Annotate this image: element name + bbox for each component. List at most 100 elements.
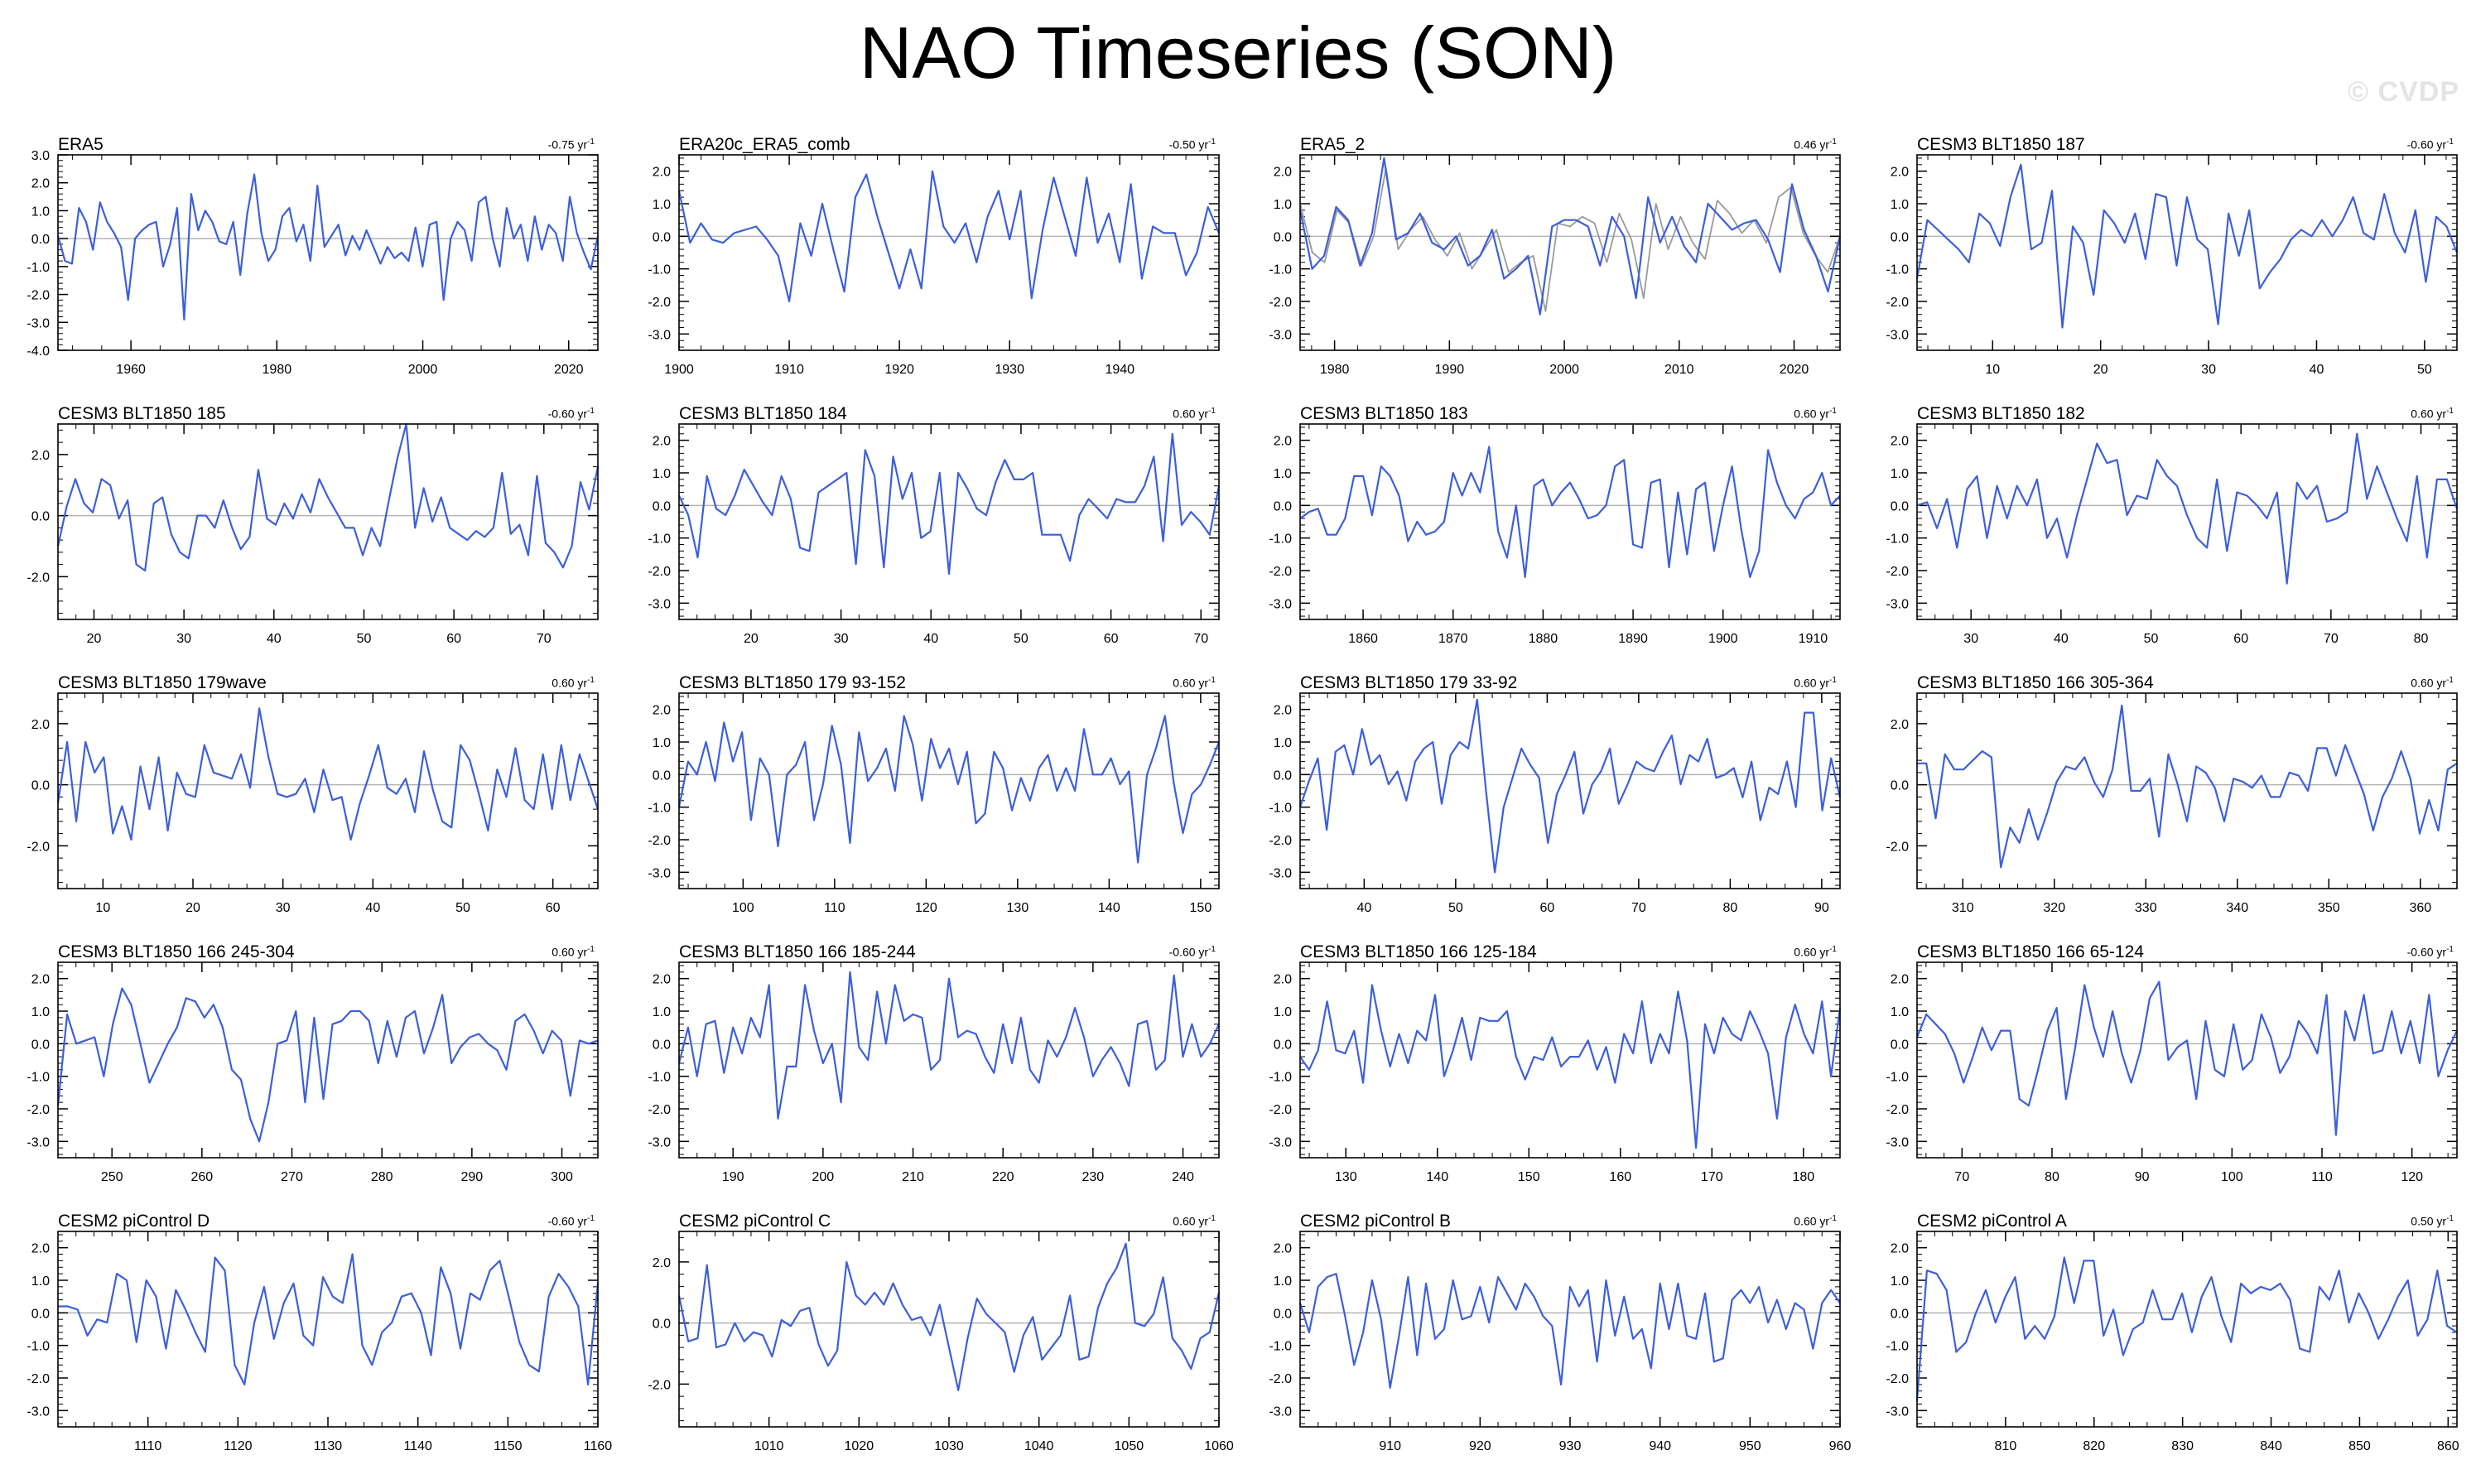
trend-value: 0.60 — [1794, 676, 1817, 690]
panel-title: CESM2 piControl D — [58, 1212, 210, 1231]
x-tick-label: 1990 — [1435, 363, 1465, 377]
x-tick-label: 40 — [2054, 632, 2069, 646]
x-tick-label: 120 — [2401, 1170, 2423, 1184]
panel-19: CESM2 piControl A 0.50 yr-1 2.0 1.0 0.0 -1.0 -… — [1859, 1205, 2476, 1474]
x-tick-label: 150 — [1518, 1170, 1540, 1184]
y-tick-label: 0.0 — [653, 230, 671, 244]
y-tick-label: 2.0 — [653, 435, 671, 449]
trend-unit: yr — [1819, 407, 1830, 421]
y-tick-label: -1.0 — [1886, 532, 1909, 547]
trend-value: -0.50 — [1168, 137, 1196, 152]
series-line — [56, 707, 600, 841]
plot-frame — [57, 692, 599, 889]
panel-12: CESM3 BLT1850 166 245-304 0.60 yr-1 2.0 1.0… — [0, 936, 621, 1205]
x-tick-label: 1890 — [1618, 632, 1648, 646]
trend-unit: yr — [1198, 1214, 1209, 1228]
x-tick-label: 100 — [2221, 1170, 2243, 1184]
y-tick-label: -2.0 — [648, 1103, 671, 1117]
panel-title: CESM3 BLT1850 184 — [679, 404, 847, 423]
trend-value: -0.60 — [2406, 945, 2434, 959]
y-tick-label: 2.0 — [1274, 704, 1292, 718]
trend-unit: yr — [577, 676, 588, 690]
y-tick-label: 1.0 — [653, 467, 671, 481]
trend-exponent: -1 — [2446, 676, 2454, 685]
x-tick-label: 140 — [1426, 1170, 1448, 1184]
trend-exponent: -1 — [1208, 676, 1216, 685]
y-tick-label: 1.0 — [1891, 1274, 1909, 1289]
panel-title: CESM2 piControl C — [679, 1212, 831, 1231]
series-line — [1915, 980, 2458, 1136]
x-tick-label: 1870 — [1438, 632, 1468, 646]
y-tick-label: 1.0 — [653, 736, 671, 750]
y-tick-label: -3.0 — [1269, 866, 1292, 880]
series-line — [56, 987, 599, 1143]
trend-value: 0.50 — [2411, 1214, 2434, 1228]
x-tick-label: 1960 — [116, 363, 146, 377]
y-tick-label: -4.0 — [26, 344, 50, 359]
trend-value: 0.60 — [1794, 407, 1817, 421]
x-tick-label: 120 — [915, 901, 937, 915]
x-tick-label: 1930 — [995, 363, 1024, 377]
y-tick-label: 0.0 — [31, 1038, 50, 1052]
x-tick-label: 110 — [824, 901, 845, 915]
trend-unit: yr — [2436, 1214, 2447, 1228]
series-line — [677, 1242, 1221, 1391]
x-tick-label: 1110 — [134, 1439, 161, 1453]
series-line — [1298, 157, 1842, 316]
y-tick-label: 0.0 — [653, 499, 671, 513]
trend-value: 0.60 — [1173, 1214, 1196, 1228]
y-tick-label: -1.0 — [26, 1071, 50, 1085]
panel-trend: 0.60 yr-1 — [2411, 407, 2454, 421]
series-line — [1916, 432, 2459, 585]
y-tick-label: -2.0 — [1269, 1372, 1292, 1386]
trend-value: -0.60 — [1168, 945, 1196, 959]
panel-plot: 2.0 1.0 0.0 -1.0 -2.0 -3.0 810 820 830 840 850 860 — [1886, 1231, 2459, 1453]
y-tick-label: 2.0 — [653, 973, 671, 987]
y-tick-label: 0.0 — [653, 768, 671, 783]
x-tick-label: 30 — [176, 632, 191, 646]
x-tick-label: 160 — [1609, 1170, 1631, 1184]
x-tick-label: 1150 — [494, 1439, 523, 1453]
y-tick-label: 0.0 — [31, 510, 50, 524]
x-tick-label: 20 — [87, 632, 102, 646]
x-tick-label: 100 — [732, 901, 754, 915]
panel-plot: 2.0 0.0 -2.0 310 320 330 340 350 360 — [1886, 692, 2458, 915]
y-tick-label: -2.0 — [648, 1378, 671, 1392]
y-tick-label: -3.0 — [26, 1135, 50, 1149]
y-tick-label: -3.0 — [648, 866, 671, 880]
x-tick-label: 910 — [1379, 1439, 1401, 1453]
y-tick-label: 0.0 — [1891, 230, 1909, 244]
x-tick-label: 40 — [2310, 363, 2324, 377]
x-tick-label: 170 — [1701, 1170, 1723, 1184]
y-tick-label: 2.0 — [1891, 973, 1909, 987]
y-tick-label: -1.0 — [1886, 1071, 1909, 1085]
y-tick-label: -1.0 — [1886, 1340, 1909, 1354]
trend-value: -0.60 — [547, 407, 575, 421]
y-tick-label: 2.0 — [31, 718, 50, 732]
y-tick-label: 1.0 — [1274, 1005, 1292, 1019]
x-tick-label: 810 — [1995, 1439, 2017, 1453]
panel-3: CESM3 BLT1850 187 -0.60 yr-1 2.0 1.0 0.0 -1.0… — [1859, 128, 2476, 398]
plot-frame — [1299, 423, 1841, 620]
y-tick-label: 1.0 — [1274, 467, 1292, 481]
x-tick-label: 1980 — [1320, 363, 1350, 377]
x-tick-label: 920 — [1469, 1439, 1491, 1453]
x-tick-label: 2000 — [408, 363, 438, 377]
panel-title: CESM3 BLT1850 182 — [1917, 404, 2085, 423]
plot-frame — [1299, 1231, 1841, 1428]
x-tick-label: 30 — [2201, 363, 2216, 377]
panel-5: CESM3 BLT1850 184 0.60 yr-1 2.0 1.0 0.0 -1.0 -… — [621, 398, 1242, 667]
plot-frame — [1916, 423, 2458, 620]
x-tick-label: 1860 — [1348, 632, 1378, 646]
x-tick-label: 50 — [2144, 632, 2159, 646]
y-tick-label: -1.0 — [1886, 263, 1909, 277]
series-line — [678, 432, 1221, 575]
y-tick-label: -2.0 — [1886, 840, 1909, 854]
trend-value: -0.60 — [547, 1214, 575, 1228]
trend-exponent: -1 — [1829, 945, 1837, 954]
x-tick-label: 300 — [551, 1170, 573, 1184]
y-tick-label: -2.0 — [1269, 1103, 1292, 1117]
x-tick-label: 250 — [101, 1170, 123, 1184]
panel-plot: 2.0 1.0 0.0 -1.0 -2.0 -3.0 70 80 90 100 110 120 — [1886, 961, 2458, 1184]
y-tick-label: -3.0 — [26, 316, 50, 330]
